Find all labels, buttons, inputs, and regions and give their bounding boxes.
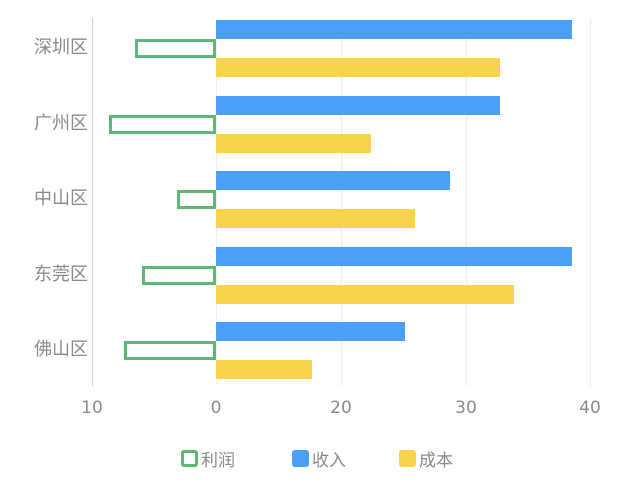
cost-bar[interactable] xyxy=(216,360,313,379)
x-tick-label: 0 xyxy=(210,398,222,418)
legend-label: 利润 xyxy=(201,450,235,471)
legend-item-cost[interactable]: 成本 xyxy=(399,446,453,471)
y-axis-line xyxy=(92,18,93,386)
cost-bar[interactable] xyxy=(216,58,500,77)
profit-bar[interactable] xyxy=(177,190,216,209)
category-label: 深圳区 xyxy=(34,37,88,58)
category-label: 东莞区 xyxy=(34,264,88,285)
cost-bar[interactable] xyxy=(216,209,415,228)
profit-bar[interactable] xyxy=(123,341,216,360)
x-tick-label: 40 xyxy=(579,398,601,418)
grid-line xyxy=(590,18,591,386)
legend-item-income[interactable]: 收入 xyxy=(292,446,346,471)
filled-square-icon xyxy=(399,449,416,467)
income-bar[interactable] xyxy=(216,95,500,115)
legend: 利润 收入 成本 xyxy=(0,446,640,471)
x-tick-label: 30 xyxy=(455,398,477,418)
cost-bar[interactable] xyxy=(216,284,514,304)
legend-label: 成本 xyxy=(419,450,453,471)
filled-square-icon xyxy=(292,449,309,467)
grid-line xyxy=(466,18,467,386)
profit-bar[interactable] xyxy=(108,114,216,134)
zero-line xyxy=(216,18,217,386)
x-tick-label: 20 xyxy=(330,398,352,418)
income-bar[interactable] xyxy=(216,322,405,341)
income-bar[interactable] xyxy=(216,20,573,39)
x-tick-label: 10 xyxy=(81,398,103,418)
category-label: 中山区 xyxy=(34,188,88,209)
profit-bar[interactable] xyxy=(142,265,216,285)
cost-bar[interactable] xyxy=(216,133,371,153)
legend-item-profit[interactable]: 利润 xyxy=(181,446,235,471)
income-bar[interactable] xyxy=(216,171,450,190)
category-label: 佛山区 xyxy=(34,339,88,360)
grid-line xyxy=(341,18,342,386)
legend-label: 收入 xyxy=(312,450,346,471)
outline-square-icon xyxy=(181,449,198,467)
category-label: 广州区 xyxy=(34,113,88,134)
profit-bar[interactable] xyxy=(134,39,216,58)
income-bar[interactable] xyxy=(216,246,573,266)
